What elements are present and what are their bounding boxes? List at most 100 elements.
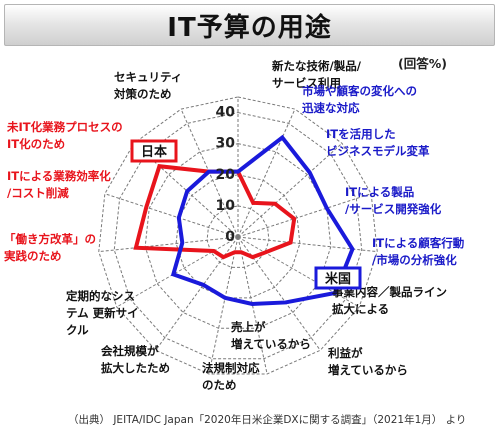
data-point: [251, 201, 255, 205]
series-line-japan: [133, 164, 297, 260]
tick-label: 30: [216, 136, 236, 152]
grid-spoke: [237, 108, 296, 238]
category-label: ITによる顧客行動/市場の分析強化: [372, 236, 465, 267]
grid-spoke: [104, 193, 239, 238]
data-point: [325, 206, 329, 210]
category-label: 定期的なシステム 更新サイクル: [66, 289, 139, 337]
category-label-line: /市場の分析強化: [372, 253, 457, 267]
tick-label: 10: [216, 198, 236, 214]
data-point: [263, 251, 267, 255]
category-label: 「働き方改革」の実践のため: [4, 232, 96, 263]
data-point: [250, 302, 254, 306]
title-bar: IT予算の用途: [4, 4, 495, 46]
category-label-line: IT化のため: [7, 137, 65, 151]
category-label-line: 売上が: [231, 320, 266, 334]
category-label-line: 法規制対応: [202, 361, 260, 375]
grid-spoke: [237, 193, 372, 238]
data-point: [233, 250, 237, 254]
category-label-line: 拡大したため: [101, 361, 170, 375]
legend-us-label: 米国: [325, 271, 351, 287]
category-label-line: ビジネスモデル変革: [326, 144, 430, 158]
legend-japan-label: 日本: [141, 144, 167, 160]
data-point: [289, 241, 293, 245]
category-label-line: セキュリティ: [114, 70, 182, 84]
data-point: [144, 205, 148, 209]
category-label-line: 未IT化業務プロセスの: [6, 120, 123, 134]
data-point: [251, 255, 255, 259]
tick-label: 40: [216, 105, 236, 121]
category-label-line: 「働き方改革」の: [4, 232, 96, 246]
grid-ring-40: [113, 112, 363, 360]
category-label: 未IT化業務プロセスの IT化のため: [6, 120, 123, 151]
data-point: [284, 300, 288, 304]
category-label-line: /サービス開発強化: [345, 202, 442, 216]
unit-label: (回答%): [398, 56, 447, 71]
legend-us-box: [314, 266, 362, 290]
category-label-line: 増えているから: [328, 363, 408, 377]
category-label-line: ITによる製品: [345, 185, 414, 199]
data-point: [308, 170, 312, 174]
category-label: セキュリティ対策のため: [113, 70, 182, 101]
grid-spoke: [116, 236, 239, 308]
source-note: （出典） JEITA/IDC Japan「2020年日米企業DXに関する調査」（…: [68, 414, 467, 426]
data-point: [273, 202, 277, 206]
grid-spoke: [237, 236, 378, 253]
series-line-us: [170, 134, 355, 306]
grid-spoke: [237, 236, 360, 308]
data-point: [185, 189, 189, 193]
data-point: [236, 170, 240, 174]
data-point: [157, 164, 161, 168]
category-label: 売上が増えているから: [231, 320, 311, 351]
data-point: [280, 136, 284, 140]
grid-spoke: [237, 142, 343, 238]
page-title: IT予算の用途: [167, 12, 332, 43]
category-label: ITによる製品/サービス開発強化: [345, 185, 442, 216]
category-label-line: /コスト削減: [7, 186, 69, 200]
category-label: 事業内容／製品ライン拡大による: [332, 285, 447, 316]
category-label-line: 対策のため: [113, 87, 172, 101]
data-point: [180, 241, 184, 245]
category-label-line: のため: [202, 378, 237, 392]
category-label-line: 拡大による: [332, 302, 389, 316]
data-point: [292, 217, 296, 221]
grid-spoke: [208, 236, 239, 375]
category-label-line: ITによる顧客行動: [372, 236, 465, 250]
category-label: 新たな技術/製品/サービス利用: [272, 59, 362, 90]
data-point: [177, 216, 181, 220]
category-label-line: クル: [66, 323, 89, 337]
data-point: [333, 291, 337, 295]
category-label: 会社規模が拡大したため: [100, 344, 170, 375]
category-label: ITを活用したビジネスモデル変革: [326, 127, 430, 158]
grid-spoke: [237, 236, 321, 351]
grid-ring-10: [206, 205, 270, 268]
category-label-line: 増えているから: [231, 337, 311, 351]
category-label-line: 利益が: [327, 346, 363, 360]
data-point: [201, 283, 205, 287]
data-point: [350, 247, 354, 251]
category-label-line: 市場や顧客の変化への: [302, 84, 417, 98]
data-point: [223, 296, 227, 300]
category-label: 法規制対応のため: [202, 361, 260, 392]
category-label-line: 実践のため: [4, 249, 62, 263]
tick-label: 20: [216, 167, 236, 183]
category-label: ITによる業務効率化/コスト削減: [7, 169, 111, 200]
category-label-line: ITによる業務効率化: [7, 169, 111, 183]
data-point: [134, 246, 138, 250]
category-label-line: テム 更新サイ: [66, 306, 139, 320]
data-point: [207, 170, 211, 174]
category-label-line: 定期的なシス: [66, 289, 135, 303]
category-label-line: 会社規模が: [100, 344, 159, 358]
grid-spoke: [98, 236, 239, 253]
grid-ring-outer: [98, 96, 378, 375]
legend-japan-box: [130, 139, 178, 163]
category-label: 利益が増えているから: [327, 346, 408, 377]
category-label-line: ITを活用した: [326, 127, 396, 141]
tick-label: 0: [225, 229, 235, 245]
data-point: [239, 250, 243, 254]
data-point: [221, 255, 225, 259]
data-point: [171, 272, 175, 276]
category-label-line: 迅速な対応: [302, 101, 360, 115]
data-point: [212, 249, 216, 253]
grid-spoke: [155, 236, 239, 351]
